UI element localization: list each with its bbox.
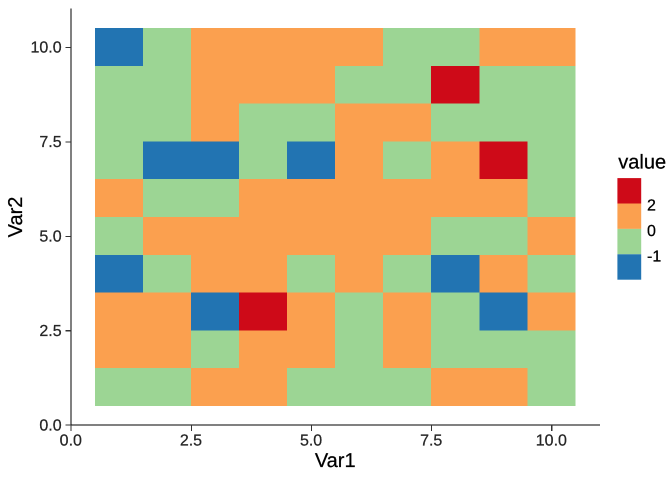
svg-text:10.0: 10.0 [30, 40, 61, 57]
svg-text:-1: -1 [647, 248, 661, 265]
svg-text:2: 2 [647, 198, 656, 215]
svg-text:7.5: 7.5 [39, 134, 61, 151]
svg-text:0.0: 0.0 [39, 418, 61, 435]
svg-text:5.0: 5.0 [39, 229, 61, 246]
svg-text:5.0: 5.0 [300, 432, 322, 449]
svg-text:0: 0 [647, 223, 656, 240]
svg-text:0.0: 0.0 [60, 432, 82, 449]
svg-text:7.5: 7.5 [420, 432, 442, 449]
svg-text:Var2: Var2 [5, 197, 27, 238]
svg-text:2.5: 2.5 [39, 323, 61, 340]
svg-text:value: value [618, 151, 666, 173]
svg-text:10.0: 10.0 [536, 432, 567, 449]
svg-text:2.5: 2.5 [180, 432, 202, 449]
svg-text:Var1: Var1 [315, 450, 356, 472]
